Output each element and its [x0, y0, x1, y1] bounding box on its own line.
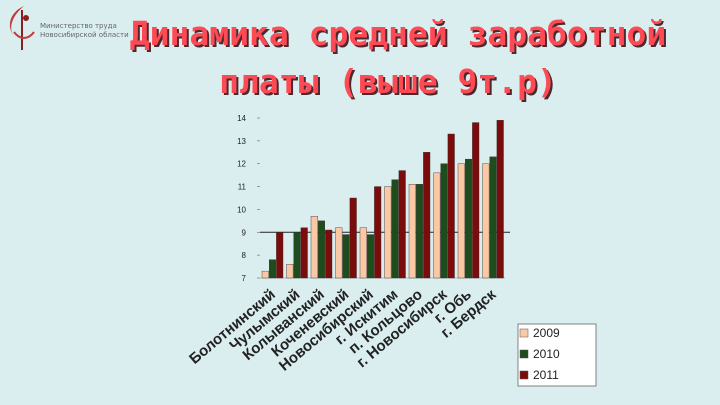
bar-2010-4: [367, 234, 375, 279]
y-tick-label: 9: [242, 228, 247, 237]
legend-swatch-2011: [519, 370, 529, 380]
legend-label-2010: 2010: [533, 347, 560, 361]
bar-2010-7: [440, 163, 448, 279]
bar-2010-5: [391, 179, 399, 279]
bar-2009-2: [310, 216, 318, 279]
bar-2011-4: [374, 186, 382, 279]
ministry-logo: [9, 6, 35, 50]
bar-2009-1: [286, 264, 294, 279]
y-tick-label: 11: [238, 183, 247, 192]
bar-2009-0: [261, 270, 269, 279]
bar-2009-6: [408, 184, 416, 279]
bar-2011-3: [349, 197, 357, 279]
y-tick-label: 8: [242, 251, 247, 260]
bar-2010-8: [465, 158, 473, 279]
bar-2011-6: [423, 152, 431, 279]
category-labels: БолотнинскийЧулымскийКолыванскийКоченевс…: [186, 286, 500, 375]
bar-2010-0: [269, 259, 277, 279]
bar-2009-7: [433, 172, 441, 279]
slide-title-line-1: Динамика средней заработной: [129, 14, 667, 53]
y-tick-label: 12: [237, 160, 246, 169]
slide-title-line-2: платы (выше 9т.р): [219, 62, 557, 101]
bar-2011-2: [325, 229, 333, 279]
ministry-line-2: Новосибирской области: [40, 31, 129, 39]
bar-2009-5: [384, 186, 392, 279]
bar-2011-8: [472, 122, 480, 279]
legend-swatch-2010: [519, 349, 529, 359]
bar-2011-9: [496, 120, 504, 279]
bar-2011-0: [276, 232, 284, 279]
bar-2009-3: [335, 227, 343, 279]
bar-2010-9: [489, 156, 497, 279]
bar-2010-6: [416, 184, 424, 279]
bar-2011-7: [447, 133, 455, 279]
legend-label-2009: 2009: [533, 326, 560, 340]
ministry-caption: Министерство труда Новосибирской области: [40, 22, 150, 40]
bars: [261, 120, 504, 279]
bar-2010-1: [293, 232, 301, 279]
bar-2010-3: [342, 234, 350, 279]
y-tick-label: 7: [242, 274, 247, 283]
ministry-line-1: Министерство труда: [40, 22, 117, 30]
y-tick-label: 13: [237, 137, 246, 146]
bar-2009-8: [457, 163, 465, 279]
y-tick-label: 14: [237, 114, 246, 123]
legend-label-2011: 2011: [533, 368, 559, 382]
legend-swatch-2009: [519, 328, 529, 338]
bar-2011-5: [398, 170, 406, 279]
bar-2009-4: [359, 227, 367, 279]
y-tick-label: 10: [237, 205, 246, 214]
chart-legend: 2009 2010 2011: [517, 323, 597, 387]
bar-2010-2: [318, 220, 326, 279]
bar-2011-1: [300, 227, 308, 279]
bar-2009-9: [482, 163, 490, 279]
